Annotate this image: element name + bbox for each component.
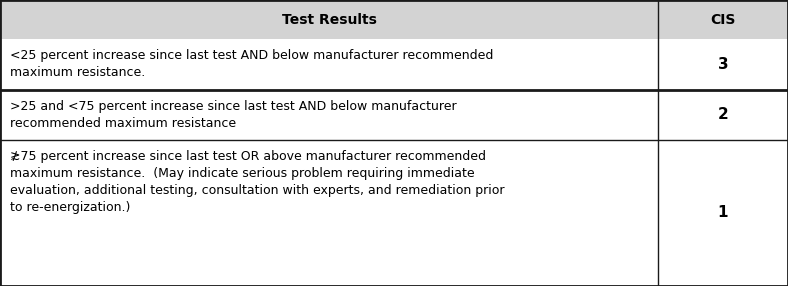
- Bar: [0, 39, 658, 90]
- Bar: [0, 140, 658, 286]
- Bar: [658, 39, 788, 90]
- Bar: [0, 0, 658, 39]
- Text: 1: 1: [718, 205, 728, 220]
- Text: CIS: CIS: [710, 13, 736, 27]
- Bar: [658, 90, 788, 140]
- Bar: [658, 0, 788, 39]
- Text: <25 percent increase since last test AND below manufacturer recommended
maximum : <25 percent increase since last test AND…: [10, 49, 493, 80]
- Bar: [658, 140, 788, 286]
- Bar: [0, 90, 658, 140]
- Text: 3: 3: [718, 57, 728, 72]
- Text: Test Results: Test Results: [281, 13, 377, 27]
- Text: ≵75 percent increase since last test OR above manufacturer recommended
maximum r: ≵75 percent increase since last test OR …: [10, 150, 505, 214]
- Text: 2: 2: [718, 107, 728, 122]
- Text: >25 and <75 percent increase since last test AND below manufacturer
recommended : >25 and <75 percent increase since last …: [10, 100, 457, 130]
